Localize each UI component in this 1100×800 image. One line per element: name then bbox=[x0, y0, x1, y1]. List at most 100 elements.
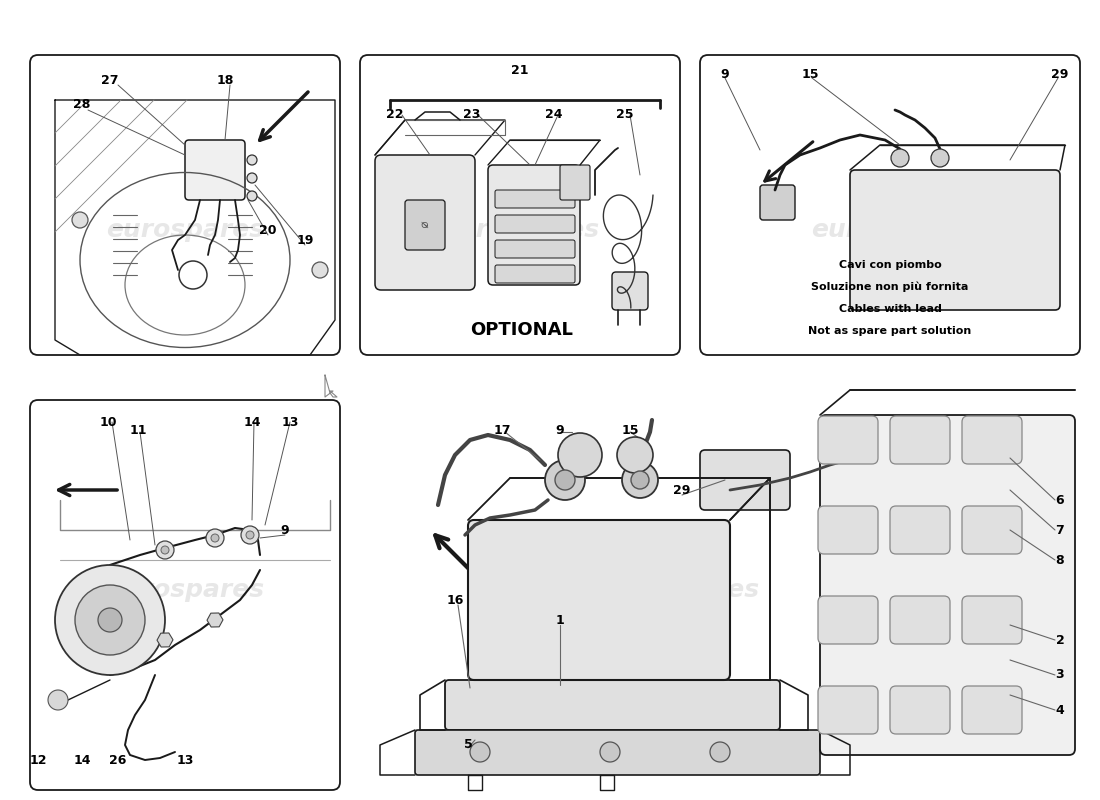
Text: 25: 25 bbox=[616, 109, 634, 122]
Circle shape bbox=[621, 462, 658, 498]
Text: 9: 9 bbox=[720, 69, 729, 82]
Circle shape bbox=[558, 433, 602, 477]
Circle shape bbox=[248, 191, 257, 201]
FancyBboxPatch shape bbox=[495, 240, 575, 258]
Text: 9: 9 bbox=[556, 423, 564, 437]
Text: eurospares: eurospares bbox=[441, 218, 600, 242]
FancyBboxPatch shape bbox=[850, 170, 1060, 310]
Circle shape bbox=[48, 690, 68, 710]
FancyBboxPatch shape bbox=[890, 416, 950, 464]
Text: 8: 8 bbox=[1056, 554, 1065, 566]
FancyBboxPatch shape bbox=[405, 200, 446, 250]
FancyBboxPatch shape bbox=[495, 215, 575, 233]
Text: 12: 12 bbox=[30, 754, 46, 766]
FancyBboxPatch shape bbox=[560, 165, 590, 200]
FancyBboxPatch shape bbox=[495, 190, 575, 208]
Circle shape bbox=[248, 155, 257, 165]
Text: 5: 5 bbox=[463, 738, 472, 751]
FancyBboxPatch shape bbox=[962, 686, 1022, 734]
Text: eurospares: eurospares bbox=[106, 218, 264, 242]
Text: 15: 15 bbox=[621, 423, 639, 437]
Circle shape bbox=[246, 531, 254, 539]
Text: 13: 13 bbox=[176, 754, 194, 766]
Circle shape bbox=[544, 460, 585, 500]
Circle shape bbox=[312, 262, 328, 278]
Circle shape bbox=[72, 212, 88, 228]
Text: 28: 28 bbox=[74, 98, 90, 111]
Circle shape bbox=[710, 742, 730, 762]
Circle shape bbox=[891, 149, 909, 167]
FancyBboxPatch shape bbox=[962, 416, 1022, 464]
Text: 10: 10 bbox=[99, 415, 117, 429]
FancyBboxPatch shape bbox=[495, 265, 575, 283]
Circle shape bbox=[161, 546, 169, 554]
Text: 26: 26 bbox=[109, 754, 126, 766]
FancyBboxPatch shape bbox=[962, 506, 1022, 554]
FancyBboxPatch shape bbox=[760, 185, 795, 220]
Text: eurospares: eurospares bbox=[601, 578, 759, 602]
Text: Cavi con piombo: Cavi con piombo bbox=[838, 260, 942, 270]
Circle shape bbox=[931, 149, 949, 167]
Text: Not as spare part solution: Not as spare part solution bbox=[808, 326, 971, 336]
Text: 4: 4 bbox=[1056, 703, 1065, 717]
Text: 24: 24 bbox=[546, 109, 563, 122]
Text: 23: 23 bbox=[463, 109, 481, 122]
Text: 3: 3 bbox=[1056, 669, 1065, 682]
Text: 16: 16 bbox=[447, 594, 464, 606]
Text: 29: 29 bbox=[1052, 69, 1069, 82]
Circle shape bbox=[470, 742, 490, 762]
Text: 27: 27 bbox=[101, 74, 119, 86]
Text: 14: 14 bbox=[74, 754, 90, 766]
Circle shape bbox=[55, 565, 165, 675]
Text: 29: 29 bbox=[673, 483, 691, 497]
Text: eurospares: eurospares bbox=[811, 218, 969, 242]
Circle shape bbox=[600, 742, 620, 762]
FancyBboxPatch shape bbox=[818, 596, 878, 644]
FancyBboxPatch shape bbox=[820, 415, 1075, 755]
Circle shape bbox=[617, 437, 653, 473]
Circle shape bbox=[248, 173, 257, 183]
FancyBboxPatch shape bbox=[890, 686, 950, 734]
Circle shape bbox=[206, 529, 224, 547]
FancyBboxPatch shape bbox=[446, 680, 780, 730]
FancyBboxPatch shape bbox=[185, 140, 245, 200]
Circle shape bbox=[241, 526, 258, 544]
Text: 11: 11 bbox=[130, 423, 146, 437]
Text: OPTIONAL: OPTIONAL bbox=[471, 321, 573, 339]
Text: 7: 7 bbox=[1056, 523, 1065, 537]
Text: Soluzione non più fornita: Soluzione non più fornita bbox=[812, 282, 969, 292]
Text: 17: 17 bbox=[493, 423, 510, 437]
Text: 19: 19 bbox=[296, 234, 314, 246]
FancyBboxPatch shape bbox=[612, 272, 648, 310]
Circle shape bbox=[211, 534, 219, 542]
FancyBboxPatch shape bbox=[818, 686, 878, 734]
Text: 18: 18 bbox=[217, 74, 233, 86]
FancyBboxPatch shape bbox=[890, 596, 950, 644]
Text: 1: 1 bbox=[556, 614, 564, 626]
FancyBboxPatch shape bbox=[818, 416, 878, 464]
Circle shape bbox=[556, 470, 575, 490]
Circle shape bbox=[631, 471, 649, 489]
Text: Cables with lead: Cables with lead bbox=[838, 304, 942, 314]
Circle shape bbox=[75, 585, 145, 655]
FancyBboxPatch shape bbox=[375, 155, 475, 290]
Text: 2: 2 bbox=[1056, 634, 1065, 646]
FancyBboxPatch shape bbox=[488, 165, 580, 285]
Circle shape bbox=[156, 541, 174, 559]
FancyBboxPatch shape bbox=[890, 506, 950, 554]
FancyBboxPatch shape bbox=[468, 520, 730, 680]
Text: 21: 21 bbox=[512, 63, 529, 77]
Text: 20: 20 bbox=[260, 223, 277, 237]
FancyBboxPatch shape bbox=[818, 506, 878, 554]
Text: ᴓ: ᴓ bbox=[421, 220, 429, 230]
Text: 9: 9 bbox=[280, 523, 289, 537]
Text: 14: 14 bbox=[243, 415, 261, 429]
Text: 22: 22 bbox=[386, 109, 404, 122]
Text: 6: 6 bbox=[1056, 494, 1065, 506]
Circle shape bbox=[98, 608, 122, 632]
FancyBboxPatch shape bbox=[415, 730, 820, 775]
FancyBboxPatch shape bbox=[700, 450, 790, 510]
Text: eurospares: eurospares bbox=[106, 578, 264, 602]
FancyBboxPatch shape bbox=[962, 596, 1022, 644]
Text: 15: 15 bbox=[801, 69, 818, 82]
